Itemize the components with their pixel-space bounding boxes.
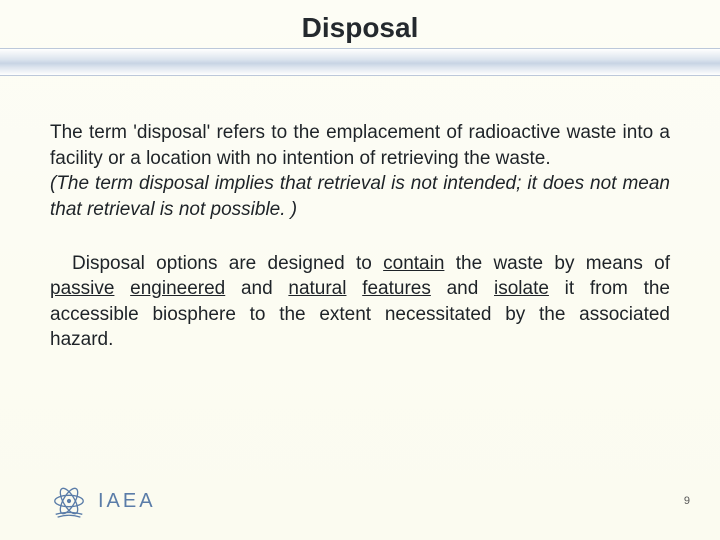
p2-underline-features: features — [362, 278, 431, 299]
slide-title: Disposal — [0, 12, 720, 44]
slide: Disposal The term 'disposal' refers to t… — [0, 0, 720, 540]
p2-sp1 — [114, 278, 130, 299]
footer: IAEA 9 — [50, 482, 690, 520]
p2-underline-passive: passive — [50, 278, 114, 299]
p2-text-d: and — [431, 278, 494, 299]
p2-underline-isolate: isolate — [494, 278, 549, 299]
paragraph-2: Disposal options are designed to contain… — [50, 251, 670, 354]
logo: IAEA — [50, 482, 156, 520]
paragraph-1: The term 'disposal' refers to the emplac… — [50, 120, 670, 171]
p2-text-c: and — [225, 278, 288, 299]
p2-text-a: Disposal options are designed to — [72, 253, 383, 274]
page-number: 9 — [684, 495, 690, 507]
atom-icon — [50, 482, 88, 520]
p2-underline-contain: contain — [383, 253, 444, 274]
p2-sp2 — [346, 278, 362, 299]
p2-underline-engineered: engineered — [130, 278, 225, 299]
title-band — [0, 48, 720, 76]
p2-text-b: the waste by means of — [444, 253, 670, 274]
paragraph-1-note: (The term disposal implies that retrieva… — [50, 171, 670, 222]
p2-underline-natural: natural — [288, 278, 346, 299]
slide-body: The term 'disposal' refers to the emplac… — [50, 120, 670, 353]
logo-text: IAEA — [98, 490, 156, 513]
